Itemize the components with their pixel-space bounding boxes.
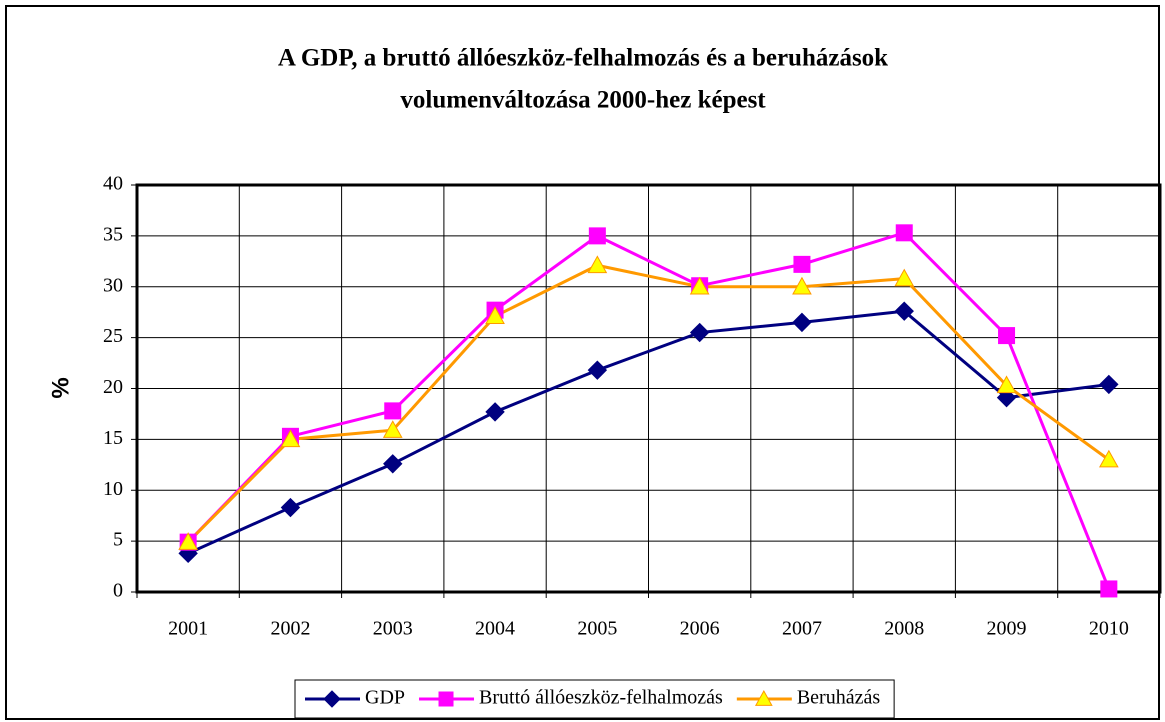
x-tick-label: 2006 [680, 618, 720, 640]
marker [588, 227, 606, 245]
marker [438, 691, 454, 707]
legend-label: Beruházás [797, 687, 881, 709]
y-tick-label: 0 [113, 580, 123, 602]
marker [323, 690, 341, 708]
marker [998, 327, 1016, 345]
plot-area [135, 183, 1162, 594]
x-tick-label: 2009 [987, 618, 1027, 640]
marker [996, 387, 1017, 408]
series-line [187, 263, 1110, 544]
marker [689, 322, 710, 343]
marker [1099, 449, 1119, 468]
y-tick-label: 20 [103, 376, 123, 398]
marker [1099, 374, 1119, 395]
marker [793, 255, 811, 273]
x-tick-label: 2001 [168, 618, 208, 640]
y-tick-label: 30 [103, 274, 123, 296]
chart-title: volumenváltozása 2000-hez képest [400, 87, 766, 114]
marker [689, 276, 710, 295]
marker [754, 689, 773, 706]
x-tick-label: 2008 [884, 618, 924, 640]
marker [894, 301, 914, 321]
x-tick-label: 2003 [373, 618, 413, 640]
x-tick-label: 2007 [782, 618, 822, 640]
x-tick-label: 2004 [475, 618, 515, 640]
legend-box [294, 679, 895, 719]
marker [485, 402, 505, 422]
y-axis-label: % [47, 377, 74, 398]
legend-label: Bruttó állóeszköz-felhalmozás [479, 687, 723, 709]
marker [384, 402, 402, 420]
marker [178, 532, 198, 550]
marker [587, 360, 608, 380]
x-tick-label: 2010 [1089, 618, 1129, 640]
y-tick-label: 40 [103, 173, 123, 195]
marker [792, 312, 812, 333]
series-line [187, 231, 1111, 590]
marker [383, 454, 403, 474]
x-tick-label: 2005 [577, 618, 617, 640]
y-tick-label: 10 [103, 478, 123, 500]
marker [280, 497, 301, 518]
marker [894, 268, 915, 287]
legend-label: GDP [365, 687, 405, 709]
marker [382, 420, 403, 438]
y-tick-label: 15 [103, 427, 123, 449]
chart-title: A GDP, a bruttó állóeszköz-felhalmozás é… [278, 45, 888, 72]
marker [587, 255, 608, 274]
marker [1100, 580, 1118, 598]
marker [895, 224, 913, 242]
y-tick-label: 35 [103, 223, 123, 245]
y-tick-label: 25 [103, 325, 123, 347]
series-line [187, 309, 1110, 555]
x-tick-label: 2002 [270, 618, 310, 640]
marker [996, 375, 1017, 394]
marker [280, 429, 301, 448]
marker [792, 276, 812, 295]
y-tick-label: 5 [113, 529, 123, 551]
marker [485, 306, 505, 324]
